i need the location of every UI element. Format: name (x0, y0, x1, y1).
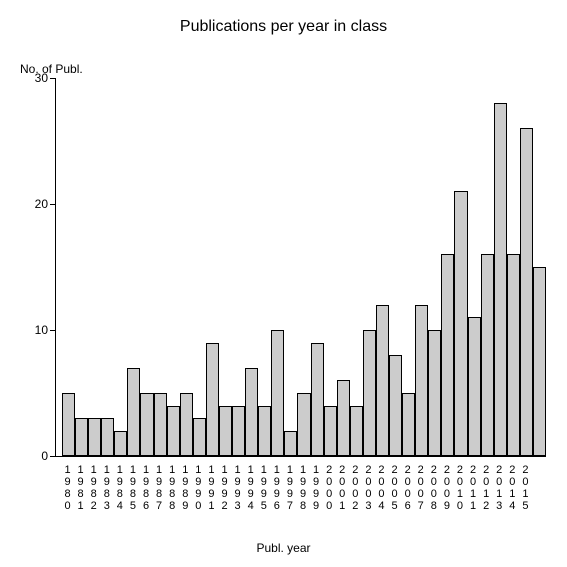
x-tick-label: 2012 (480, 464, 492, 512)
bar (454, 191, 467, 456)
x-tick-label: 1986 (140, 464, 152, 512)
plot-area: 0102030 (55, 78, 546, 457)
y-tick-label: 30 (26, 71, 48, 85)
x-tick-label: 1995 (258, 464, 270, 512)
x-tick-label: 2008 (428, 464, 440, 512)
bar (415, 305, 428, 456)
bar (520, 128, 533, 456)
bar (481, 254, 494, 456)
bar (206, 343, 219, 456)
bar (324, 406, 337, 456)
bar (180, 393, 193, 456)
bar (232, 406, 245, 456)
bar (62, 393, 75, 456)
bar (297, 393, 310, 456)
y-tick (50, 456, 56, 457)
bar (311, 343, 324, 456)
x-tick-label: 2003 (362, 464, 374, 512)
bar (533, 267, 546, 456)
y-tick-label: 10 (26, 323, 48, 337)
x-tick-label: 2015 (519, 464, 531, 512)
x-tick-label: 1985 (127, 464, 139, 512)
bar (140, 393, 153, 456)
x-tick-label: 1983 (101, 464, 113, 512)
bar (284, 431, 297, 456)
bar (441, 254, 454, 456)
bar (75, 418, 88, 456)
x-tick-label: 1992 (219, 464, 231, 512)
chart-container: Publications per year in class No. of Pu… (0, 0, 567, 567)
y-tick-label: 20 (26, 197, 48, 211)
x-tick-label: 1987 (153, 464, 165, 512)
x-tick-label: 1984 (114, 464, 126, 512)
x-tick-label: 2000 (323, 464, 335, 512)
chart-title: Publications per year in class (0, 18, 567, 36)
y-tick-label: 0 (26, 449, 48, 463)
x-tick-label: 1998 (297, 464, 309, 512)
bar (468, 317, 481, 456)
x-tick-label: 1981 (75, 464, 87, 512)
x-tick-label: 1990 (192, 464, 204, 512)
x-tick-label: 1982 (88, 464, 100, 512)
x-tick-label: 2010 (454, 464, 466, 512)
bar (363, 330, 376, 456)
x-labels-container: 1980198119821983198419851986198719881989… (55, 460, 545, 520)
bar (127, 368, 140, 456)
x-tick-label: 1993 (232, 464, 244, 512)
x-tick-label: 2007 (415, 464, 427, 512)
bar (494, 103, 507, 456)
bar (507, 254, 520, 456)
bar (193, 418, 206, 456)
bar (271, 330, 284, 456)
x-tick-label: 1999 (310, 464, 322, 512)
x-tick-label: 1989 (179, 464, 191, 512)
x-tick-label: 1997 (284, 464, 296, 512)
x-tick-label: 2001 (336, 464, 348, 512)
bar (245, 368, 258, 456)
bar (402, 393, 415, 456)
bar (154, 393, 167, 456)
bar (219, 406, 232, 456)
bar (88, 418, 101, 456)
bar (101, 418, 114, 456)
y-tick (50, 330, 56, 331)
x-tick-label: 2006 (402, 464, 414, 512)
bar (376, 305, 389, 456)
x-tick-label: 2009 (441, 464, 453, 512)
y-tick (50, 204, 56, 205)
x-tick-label: 2011 (467, 464, 479, 512)
x-tick-label: 1991 (205, 464, 217, 512)
bar (167, 406, 180, 456)
bar (428, 330, 441, 456)
x-tick-label: 2004 (375, 464, 387, 512)
x-tick-label: 2005 (389, 464, 401, 512)
bar (389, 355, 402, 456)
x-tick-label: 2014 (506, 464, 518, 512)
bar (258, 406, 271, 456)
bar (114, 431, 127, 456)
bar (350, 406, 363, 456)
x-tick-label: 1996 (271, 464, 283, 512)
x-tick-label: 2013 (493, 464, 505, 512)
x-axis-label: Publ. year (0, 541, 567, 555)
x-tick-label: 1988 (166, 464, 178, 512)
y-tick (50, 78, 56, 79)
x-tick-label: 1980 (62, 464, 74, 512)
x-tick-label: 1994 (245, 464, 257, 512)
x-tick-label: 2002 (349, 464, 361, 512)
bar (337, 380, 350, 456)
